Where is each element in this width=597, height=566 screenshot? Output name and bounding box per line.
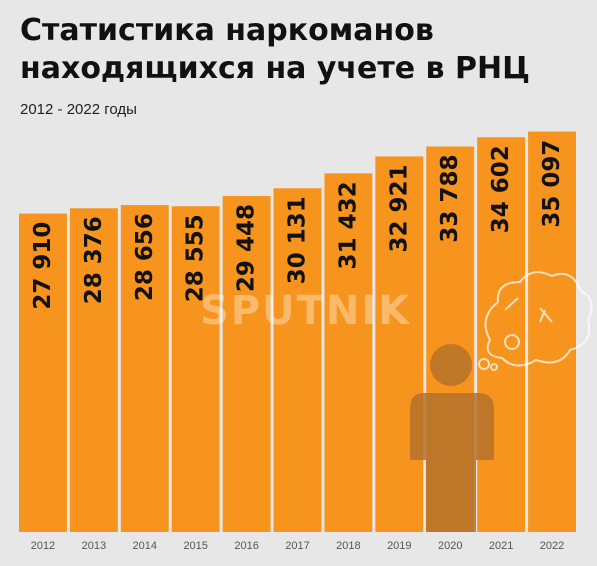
thought-bubble-icon — [478, 271, 593, 371]
bar-2016 — [222, 196, 271, 532]
x-tick-label-2014: 2014 — [133, 540, 157, 552]
value-label-2013: 28 376 — [81, 216, 107, 304]
x-tick-label-2022: 2022 — [540, 540, 564, 552]
x-tick-label-2017: 2017 — [285, 540, 309, 552]
x-tick-label-2015: 2015 — [183, 540, 207, 552]
bar-2017 — [273, 188, 322, 533]
value-label-2018: 31 432 — [335, 181, 361, 269]
x-tick-label-2018: 2018 — [336, 540, 360, 552]
x-tick-label-2021: 2021 — [489, 540, 513, 552]
value-label-2016: 29 448 — [234, 204, 260, 292]
value-label-2019: 32 921 — [386, 164, 412, 252]
chart-title: Статистика наркоманов находящихся на уче… — [20, 13, 530, 86]
value-label-2020: 33 788 — [437, 155, 463, 243]
value-label-2012: 27 910 — [30, 222, 56, 310]
bar-2014 — [120, 205, 169, 532]
value-label-2022: 35 097 — [539, 140, 565, 228]
sputnik-watermark: SPUTNIK — [200, 288, 412, 334]
bar-2022 — [528, 131, 576, 533]
x-tick-label-2016: 2016 — [234, 540, 258, 552]
x-tick-label-2019: 2019 — [387, 540, 411, 552]
x-tick-label-2012: 2012 — [31, 540, 55, 552]
chart-subtitle: 2012 - 2022 годы — [20, 101, 137, 118]
x-axis: 2012 2013 2014 2015 2016 2017 2018 2019 2020 2021… — [31, 540, 565, 552]
bar-2013 — [69, 208, 118, 532]
bars-group — [19, 131, 576, 533]
bar-2015 — [171, 206, 220, 532]
value-label-2014: 28 656 — [132, 213, 158, 301]
x-tick-label-2020: 2020 — [438, 540, 462, 552]
bar-2019 — [375, 156, 424, 532]
value-label-2017: 30 131 — [285, 196, 311, 284]
value-label-2015: 28 555 — [183, 214, 209, 302]
value-label-2021: 34 602 — [488, 145, 514, 233]
bar-2018 — [324, 173, 373, 532]
bar-2021 — [477, 137, 526, 532]
person-icon — [410, 344, 494, 532]
value-labels-group: 27 910 28 376 28 656 28 555 29 448 30 131 31 4… — [30, 140, 565, 310]
bar-2012 — [19, 213, 67, 532]
x-tick-label-2013: 2013 — [82, 540, 106, 552]
